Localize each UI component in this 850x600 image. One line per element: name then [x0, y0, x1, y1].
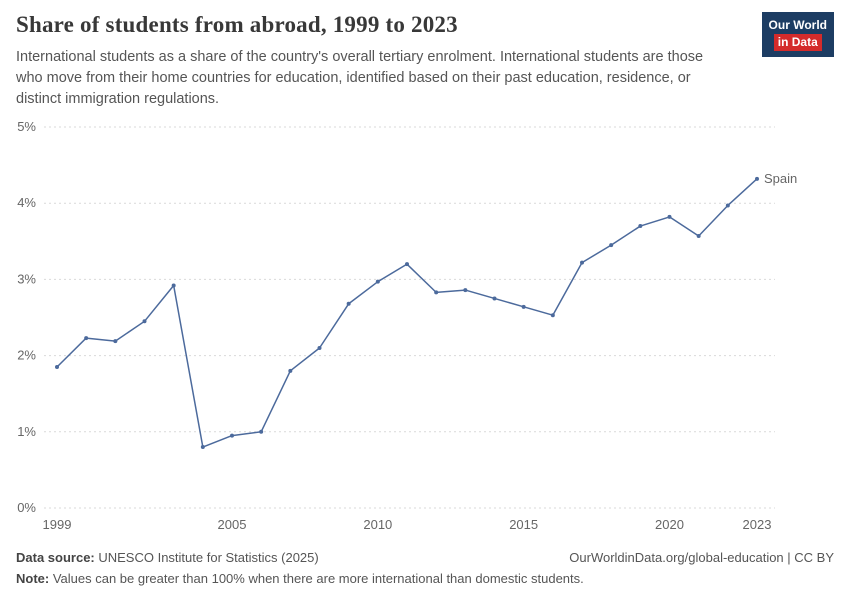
logo-line1: Our World [768, 18, 827, 32]
footer-note: Note: Values can be greater than 100% wh… [16, 571, 834, 586]
data-point [725, 203, 730, 208]
x-axis-label: 1999 [43, 517, 72, 532]
data-point [317, 345, 322, 350]
data-point [346, 301, 351, 306]
chart-header: Share of students from abroad, 1999 to 2… [16, 12, 834, 110]
data-point [667, 214, 672, 219]
series-label[interactable]: Spain [764, 171, 797, 186]
data-point [755, 176, 759, 181]
data-point [492, 296, 497, 301]
series-line [56, 178, 758, 448]
x-axis-label: 2010 [363, 517, 392, 532]
data-source-label: Data source: [16, 550, 95, 565]
y-axis-label: 4% [17, 195, 36, 210]
y-axis-label: 5% [17, 119, 36, 134]
footer-link[interactable]: OurWorldinData.org/global-education | CC… [569, 550, 834, 565]
data-point [375, 279, 380, 284]
y-axis-label: 3% [17, 271, 36, 286]
footer-note-label: Note: [16, 571, 50, 586]
x-axis-label: 2020 [655, 517, 684, 532]
data-point [113, 339, 118, 344]
data-point [230, 433, 234, 438]
data-source-text: UNESCO Institute for Statistics (2025) [94, 550, 319, 565]
data-point [434, 290, 439, 295]
chart-subtitle: International students as a share of the… [16, 49, 704, 108]
x-axis-label: 2015 [509, 517, 538, 532]
logo-line2: in Data [773, 34, 822, 51]
data-point [696, 233, 701, 238]
x-axis-label: 2005 [218, 517, 247, 532]
data-point [405, 262, 409, 267]
data-point [609, 243, 614, 248]
owid-logo[interactable]: Our World in Data [761, 12, 834, 57]
x-axis-label: 2023 [743, 517, 772, 532]
page-title: Share of students from abroad, 1999 to 2… [16, 12, 458, 37]
data-point [259, 429, 264, 434]
data-point [521, 304, 526, 309]
data-point [288, 368, 293, 373]
data-point [200, 445, 205, 450]
chart-footer: Data source: UNESCO Institute for Statis… [16, 550, 834, 586]
y-axis-label: 0% [17, 500, 36, 515]
data-source: Data source: UNESCO Institute for Statis… [16, 550, 319, 565]
data-point [84, 336, 89, 341]
data-point [638, 224, 643, 229]
y-axis-label: 2% [17, 348, 36, 363]
data-point [580, 260, 584, 265]
footer-note-text: Values can be greater than 100% when the… [49, 571, 584, 586]
data-point [171, 283, 176, 288]
data-point [55, 365, 59, 370]
data-point [463, 288, 468, 293]
y-axis-label: 1% [17, 424, 36, 439]
data-point [142, 319, 147, 324]
data-point [550, 313, 555, 318]
